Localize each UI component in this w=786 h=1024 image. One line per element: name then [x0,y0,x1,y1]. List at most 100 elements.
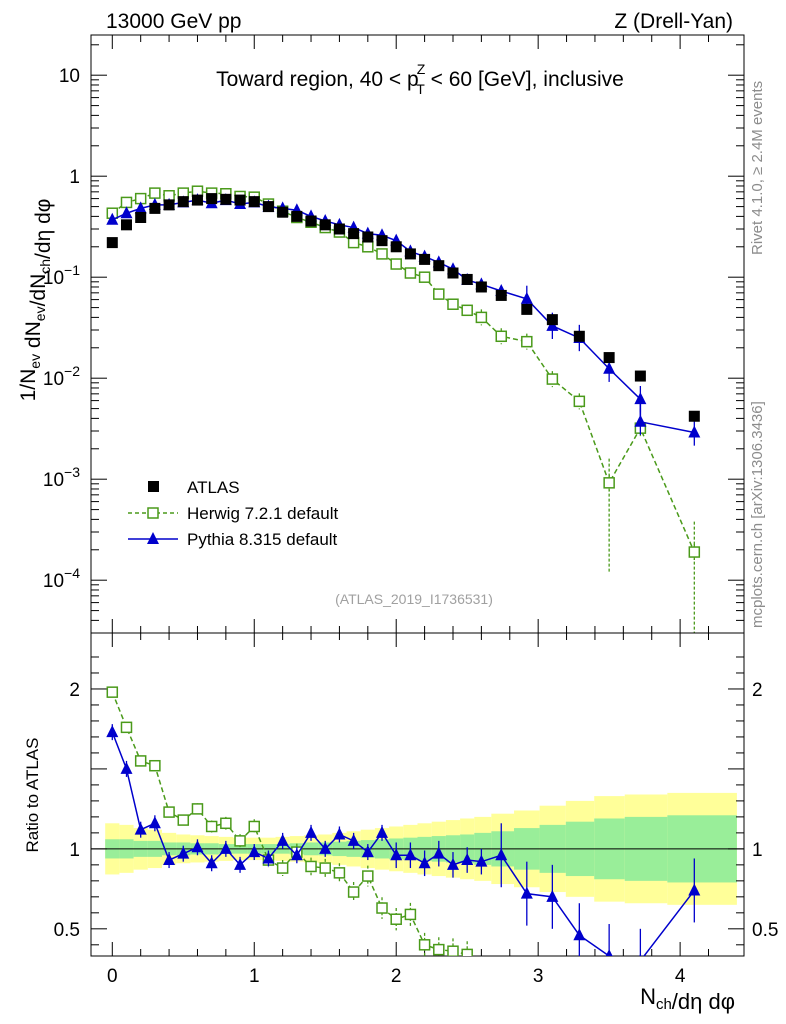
herwig-ratio-point [149,759,161,772]
atlas-point [248,196,260,208]
pythia-ratio-point [177,846,190,859]
herwig-ratio-point [276,862,289,874]
main-plot [90,34,745,956]
pythia-ratio-point [248,845,261,858]
herwig-point [120,196,133,209]
atlas-point [220,193,232,205]
herwig-point [418,271,431,283]
y-tick-label: 1 [69,167,80,188]
atlas-point [495,289,507,301]
herwig-ratio-point [248,820,260,833]
legend-entry-atlas: ATLAS [148,478,240,497]
herwig-point [433,288,445,300]
pythia-ratio-point [305,825,318,838]
ratio-y-tick-label: 2 [69,680,80,701]
atlas-point [362,231,374,243]
pythia-ratio-point [418,856,431,869]
atlas-point [177,196,189,208]
herwig-point [390,258,402,270]
pythia-ratio-point [639,953,642,956]
pythia-ratio-point [432,846,445,859]
atlas-point [149,202,161,214]
ratio-y-tick-label: 1 [69,840,80,861]
herwig-ratio-point [205,820,218,833]
atlas-point [291,210,303,222]
pythia-point [634,414,647,427]
y-tick-label: 10−2 [43,363,80,390]
atlas-point [277,206,289,218]
pythia-ratio-point [688,883,701,896]
herwig-ratio-point [120,721,133,734]
herwig-point [603,477,615,489]
herwig-point [362,241,374,253]
pythia-line [111,199,695,434]
atlas-point [234,194,246,206]
pythia-ratio-point [191,840,204,853]
atlas-point [163,199,175,211]
atlas-point [634,370,646,382]
pythia-ratio-point [461,853,474,866]
main-y-axis-label: 1/Nev dNev/dNch/dη dφ [17,199,55,402]
pythia-point [134,201,147,214]
atlas-point [603,352,615,364]
pythia-ratio-point [605,949,613,956]
herwig-ratio-point [461,948,473,956]
atlas-point [546,314,558,326]
herwig-ratio-point [177,814,190,826]
ratio-plot [90,632,745,957]
ratio-y-tick-label-right: 0.5 [752,920,778,941]
atlas-point [120,219,132,231]
atlas-point [447,267,459,279]
herwig-ratio-point [106,686,119,698]
pythia-ratio-point [347,833,360,846]
pythia-ratio-point [205,856,218,869]
atlas-point [376,235,388,247]
pythia-point [520,291,533,304]
pythia-ratio-point [319,841,332,854]
herwig-ratio-point [319,862,331,874]
y-tick-label: 10 [59,66,80,87]
pythia-ratio-point [262,851,275,864]
legend-label-herwig: Herwig 7.2.1 default [187,504,338,523]
atlas-point [404,248,416,260]
herwig-point [546,373,559,385]
legend: ATLAS Herwig 7.2.1 default Pythia 8.315 … [128,478,338,549]
x-tick-label: 1 [249,966,260,987]
pythia-ratio-line [111,731,695,956]
herwig-point [495,330,508,343]
y-tick-label: 10−1 [43,262,80,289]
pythia-point [106,212,119,225]
legend-entry-herwig: Herwig 7.2.1 default [128,504,338,523]
mcplots-label: mcplots.cern.ch [arXiv:1306.3436] [749,401,766,628]
atlas-point [333,223,345,235]
pythia-ratio-point [376,825,389,838]
herwig-point [149,187,161,199]
pythia-ratio-point [475,854,488,867]
pythia-ratio-point [134,822,147,835]
herwig-ratio-point [362,870,374,882]
herwig-line [111,190,696,553]
x-tick-label: 0 [107,966,118,987]
pythia-point [688,425,701,438]
analysis-tag: (ATLAS_2019_I1736531) [335,591,493,607]
herwig-ratio-point [376,902,388,914]
herwig-ratio-point [333,867,346,879]
herwig-point [521,335,533,348]
herwig-ratio-point [234,835,246,847]
atlas-point [433,260,445,272]
x-axis-label: Nch/dη dφ [640,984,735,1014]
herwig-ratio-point [163,806,175,818]
atlas-point [106,237,118,249]
pythia-ratio-point [163,853,176,866]
herwig-ratio-point [347,886,360,898]
rivet-version-label: Rivet 4.1.0, ≥ 2.4M events [749,81,766,255]
legend-label-pythia: Pythia 8.315 default [187,530,338,549]
header-right-label: Z (Drell-Yan) [614,10,733,33]
legend-entry-pythia: Pythia 8.315 default [128,530,338,549]
atlas-point [521,303,533,315]
herwig-ratio-point [134,755,147,767]
atlas-point [262,201,274,213]
atlas-point [475,281,487,293]
pythia-ratio-point [120,761,133,774]
